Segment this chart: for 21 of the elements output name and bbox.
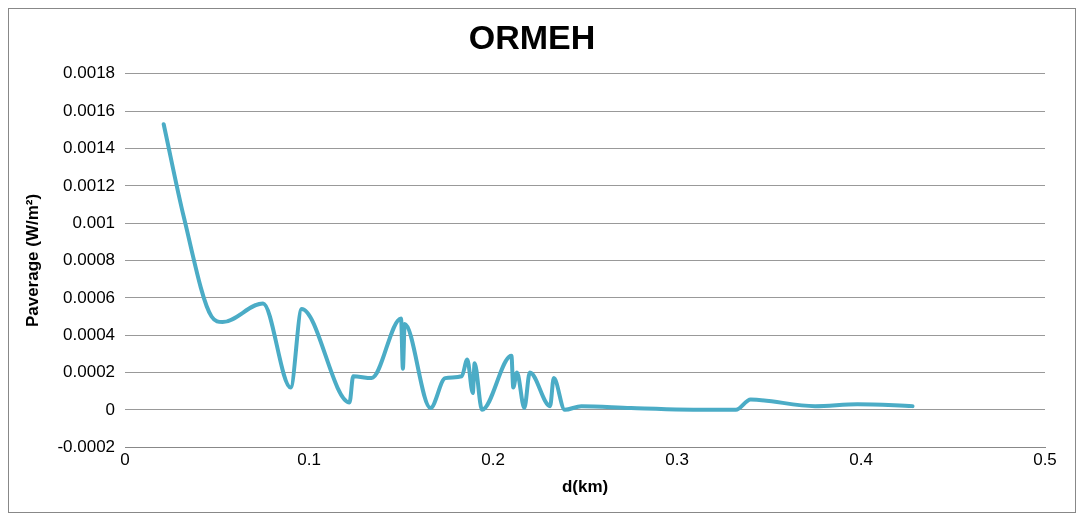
- x-tick-label: 0.2: [481, 450, 505, 470]
- line-series: [161, 122, 915, 412]
- x-tick-label: 0.3: [665, 450, 689, 470]
- y-axis-title: Paverage (W/m²): [22, 193, 42, 328]
- y-tick-label: 0.0004: [63, 324, 116, 344]
- y-tick-label: -0.0002: [57, 436, 116, 456]
- y-tick-label: 0.0002: [63, 362, 116, 382]
- x-tick-label: 0.5: [1033, 450, 1057, 470]
- x-axis-title: d(km): [561, 477, 609, 497]
- x-tick-label: 0: [120, 450, 130, 470]
- y-tick-label: 0.0006: [63, 287, 116, 307]
- y-tick-label: 0.0018: [63, 63, 116, 83]
- x-tick-label: 0.1: [297, 450, 321, 470]
- chart-title: ORMEH: [468, 17, 596, 56]
- y-tick-label: 0.0012: [63, 175, 116, 195]
- y-tick-label: 0.0008: [63, 250, 116, 270]
- y-tick-label: 0: [105, 399, 116, 419]
- y-tick-label: 0.0016: [63, 100, 116, 120]
- y-tick-label: 0.0014: [63, 138, 116, 158]
- y-tick-label: 0.001: [72, 212, 116, 232]
- x-tick-label: 0.4: [849, 450, 873, 470]
